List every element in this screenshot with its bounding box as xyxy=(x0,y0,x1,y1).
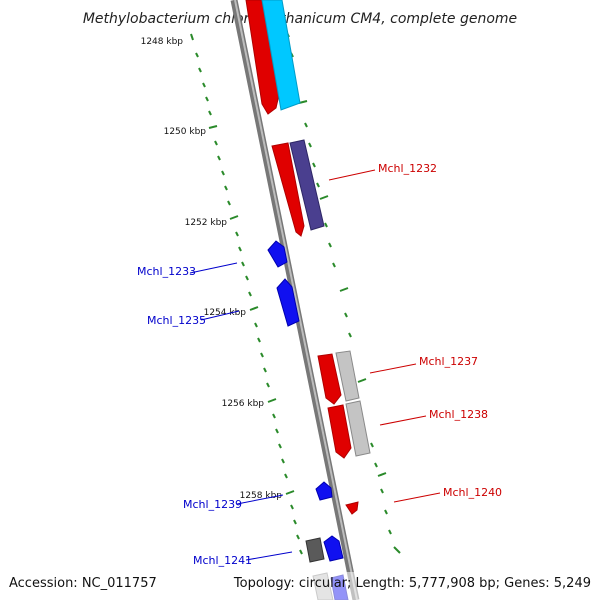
reverse-cds-mchl-1239[interactable] xyxy=(315,481,333,501)
cyan-feature-block[interactable] xyxy=(261,0,301,111)
gene-label-mchl-1237[interactable]: Mchl_1237 xyxy=(419,355,478,368)
leader-line-mchl-1237 xyxy=(369,363,417,374)
topology-summary-text: Topology: circular; Length: 5,777,908 bp… xyxy=(233,576,591,591)
scale-label: 1254 kbp xyxy=(204,308,247,318)
feature-group-1237-1238 xyxy=(317,350,371,459)
gray-feature-block[interactable] xyxy=(335,350,360,402)
reverse-cds-mchl-1233[interactable] xyxy=(267,240,288,268)
feature-group-1232 xyxy=(271,139,325,237)
gene-labels: Mchl_1232 Mchl_1233 Mchl_1235 Mchl_1237 … xyxy=(137,162,502,567)
footer-backdrop xyxy=(0,572,600,600)
gray-feature-block[interactable] xyxy=(345,400,371,457)
map-title: Methylobacterium chloromethanicum CM4, c… xyxy=(83,11,517,27)
gene-label-mchl-1241[interactable]: Mchl_1241 xyxy=(193,554,252,567)
leader-line-mchl-1240 xyxy=(393,492,441,503)
feature-group-top xyxy=(245,0,301,115)
forward-cds-arrow[interactable] xyxy=(271,142,305,237)
gene-label-mchl-1239[interactable]: Mchl_1239 xyxy=(183,498,242,511)
leader-line-mchl-1235 xyxy=(200,310,240,321)
gene-label-mchl-1235[interactable]: Mchl_1235 xyxy=(147,314,206,327)
reverse-cds-mchl-1241[interactable] xyxy=(323,535,344,562)
scale-label: 1252 kbp xyxy=(185,218,228,228)
scale-label: 1256 kbp xyxy=(222,399,265,409)
leader-line-mchl-1233 xyxy=(189,262,238,274)
accession-text: Accession: NC_011757 xyxy=(9,576,157,591)
reverse-cds-mchl-1235[interactable] xyxy=(276,278,300,327)
scale-label: 1248 kbp xyxy=(141,37,184,47)
forward-cds-arrow[interactable] xyxy=(245,0,280,115)
gene-label-mchl-1232[interactable]: Mchl_1232 xyxy=(378,162,437,175)
forward-cds-arrow[interactable] xyxy=(317,353,342,405)
gene-label-mchl-1240[interactable]: Mchl_1240 xyxy=(443,486,502,499)
leader-line-mchl-1232 xyxy=(328,169,376,181)
scale-labels: 1248 kbp 1250 kbp 1252 kbp 1254 kbp 1256… xyxy=(141,37,283,501)
gene-label-mchl-1233[interactable]: Mchl_1233 xyxy=(137,265,196,278)
scale-label: 1250 kbp xyxy=(164,127,207,137)
leader-line-mchl-1241 xyxy=(245,551,293,561)
leader-line-mchl-1239 xyxy=(236,494,284,505)
label-leaders xyxy=(189,169,441,561)
inner-tick-ring xyxy=(190,33,303,555)
gene-label-mchl-1238[interactable]: Mchl_1238 xyxy=(429,408,488,421)
forward-cds-arrow[interactable] xyxy=(327,404,352,459)
leader-line-mchl-1238 xyxy=(379,415,427,426)
indigo-feature-block[interactable] xyxy=(289,139,325,231)
gray-feature-block[interactable] xyxy=(305,537,325,563)
outer-tick-ring xyxy=(282,13,401,554)
scale-label: 1258 kbp xyxy=(240,491,283,501)
forward-cds-mchl-1240[interactable] xyxy=(345,501,359,515)
